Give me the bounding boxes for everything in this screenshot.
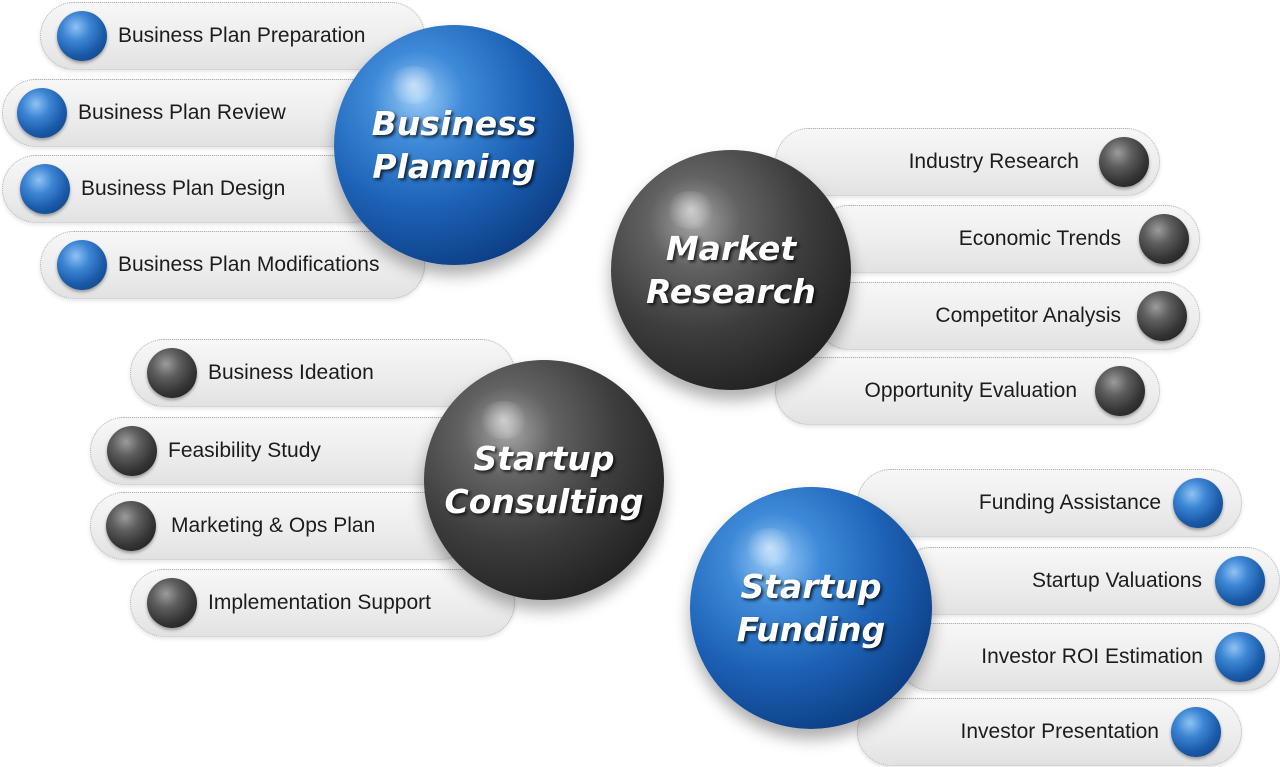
- item-label: Opportunity Evaluation: [864, 379, 1077, 402]
- sphere-title-line: Consulting: [444, 482, 644, 521]
- blue-bullet-icon: [57, 240, 107, 290]
- blue-bullet-icon: [1173, 478, 1223, 528]
- pill-marketing-ops-plan: Marketing & Ops Plan: [90, 492, 475, 560]
- pill-business-plan-preparation: Business Plan Preparation: [40, 2, 425, 70]
- pill-competitor-analysis: Competitor Analysis: [815, 282, 1200, 350]
- blue-bullet-icon: [20, 164, 70, 214]
- pill-economic-trends: Economic Trends: [815, 205, 1200, 273]
- sphere-highlight: [743, 528, 797, 567]
- item-label: Industry Research: [908, 150, 1079, 173]
- market-research-sphere: Market Research: [611, 150, 851, 390]
- pill-startup-valuations: Startup Valuations: [897, 547, 1280, 615]
- gray-bullet-icon: [107, 426, 157, 476]
- pill-business-plan-modifications: Business Plan Modifications: [40, 231, 425, 299]
- item-label: Competitor Analysis: [935, 304, 1121, 327]
- item-label: Funding Assistance: [978, 491, 1161, 514]
- item-label: Implementation Support: [208, 591, 431, 614]
- pill-industry-research: Industry Research: [775, 128, 1160, 196]
- pill-business-plan-design: Business Plan Design: [2, 155, 387, 223]
- sphere-title-line: Funding: [736, 610, 886, 649]
- startup-consulting-sphere: Startup Consulting: [424, 360, 664, 600]
- gray-bullet-icon: [147, 578, 197, 628]
- sphere-title: Startup Consulting: [424, 437, 664, 523]
- gray-bullet-icon: [1139, 214, 1189, 264]
- blue-bullet-icon: [1171, 707, 1221, 757]
- sphere-title-line: Research: [646, 272, 816, 311]
- item-label: Economic Trends: [958, 227, 1121, 250]
- item-label: Investor Presentation: [960, 720, 1159, 743]
- pill-investor-presentation: Investor Presentation: [857, 698, 1242, 766]
- pill-funding-assistance: Funding Assistance: [857, 469, 1242, 537]
- item-label: Business Plan Review: [78, 101, 286, 124]
- pill-opportunity-evaluation: Opportunity Evaluation: [775, 357, 1160, 425]
- gray-bullet-icon: [1137, 291, 1187, 341]
- item-label: Investor ROI Estimation: [981, 645, 1203, 668]
- item-label: Marketing & Ops Plan: [171, 514, 376, 537]
- pill-business-plan-review: Business Plan Review: [2, 79, 387, 147]
- blue-bullet-icon: [17, 88, 67, 138]
- sphere-highlight: [663, 190, 717, 230]
- sphere-title-line: Planning: [372, 147, 536, 186]
- gray-bullet-icon: [1095, 366, 1145, 416]
- gray-bullet-icon: [1099, 137, 1149, 187]
- pill-investor-roi-estimation: Investor ROI Estimation: [897, 623, 1280, 691]
- sphere-title-line: Startup: [473, 439, 615, 478]
- gray-bullet-icon: [147, 348, 197, 398]
- item-label: Business Plan Preparation: [118, 24, 366, 47]
- sphere-highlight: [386, 65, 440, 105]
- pill-implementation-support: Implementation Support: [130, 569, 515, 637]
- item-label: Startup Valuations: [1031, 569, 1202, 592]
- startup-funding-sphere: Startup Funding: [690, 487, 932, 729]
- gray-bullet-icon: [106, 501, 156, 551]
- sphere-title: Market Research: [611, 227, 851, 313]
- blue-bullet-icon: [1215, 556, 1265, 606]
- pill-business-ideation: Business Ideation: [130, 339, 515, 407]
- sphere-highlight: [476, 400, 530, 440]
- item-label: Business Plan Design: [81, 177, 286, 200]
- sphere-title-line: Business: [371, 104, 537, 143]
- business-planning-sphere: Business Planning: [334, 25, 574, 265]
- pill-feasibility-study: Feasibility Study: [90, 417, 475, 485]
- sphere-title: Startup Funding: [690, 565, 932, 651]
- sphere-title-line: Market: [665, 229, 797, 268]
- blue-bullet-icon: [57, 11, 107, 61]
- blue-bullet-icon: [1215, 632, 1265, 682]
- item-label: Business Plan Modifications: [118, 253, 380, 276]
- item-label: Feasibility Study: [168, 439, 321, 462]
- item-label: Business Ideation: [208, 361, 374, 384]
- sphere-title-line: Startup: [740, 567, 882, 606]
- sphere-title: Business Planning: [334, 102, 574, 188]
